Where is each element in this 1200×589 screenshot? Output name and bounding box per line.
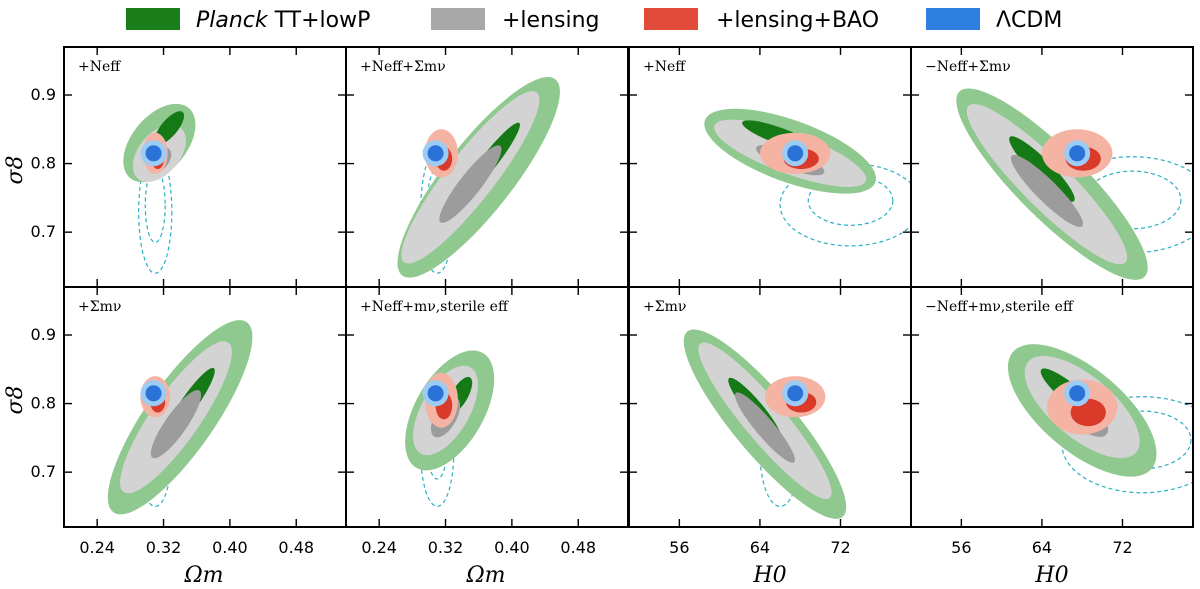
panel-annotation: −Neff+mν,sterile eff — [925, 299, 1074, 315]
panel-0-0: 0.7 0.8 0.9 +Neff — [31, 46, 347, 288]
panel-annotation: +Neff — [78, 59, 121, 75]
panel-0-3: −Neff+Σmν — [910, 46, 1194, 288]
lcdm-contour-68 — [787, 385, 804, 402]
legend-swatch-bao — [644, 8, 698, 30]
y-axis-label-bottom: σ8 — [3, 385, 28, 414]
lcdm-contour-68 — [145, 145, 162, 162]
x-tick-label: 0.24 — [361, 538, 397, 557]
legend-label-lcdm: ΛCDM — [996, 8, 1062, 33]
panel-frame — [910, 286, 1194, 528]
y-axis-label-top: σ8 — [3, 155, 28, 184]
legend-label-bao: +lensing+BAO — [716, 8, 879, 33]
x-tick-label: 72 — [830, 538, 850, 557]
panel-contours — [405, 350, 495, 508]
panel-contours — [107, 320, 253, 515]
x-tick-label: 0.40 — [212, 538, 248, 557]
lensing-contour-68 — [439, 145, 502, 223]
panel-contours — [123, 103, 196, 274]
panel-1-3: 56 64 72 −Neff+mν,sterile eff — [910, 286, 1194, 557]
panel-grid: 0.7 0.8 0.9 +Neff +Neff+Σmν +Neff −Neff+Σmν 0.7… — [31, 46, 1194, 557]
panel-annotation: +Neff+Σmν — [360, 59, 446, 75]
panel-contours — [683, 329, 847, 519]
planck-contour-68 — [1009, 136, 1075, 202]
x-tick-label: 0.24 — [79, 538, 115, 557]
panel-0-1: +Neff+Σmν — [345, 46, 629, 288]
panel-1-0: 0.7 0.8 0.9 0.24 0.32 0.40 0.48 +Σmν — [31, 286, 347, 557]
x-axis-label-col4: H0 — [1034, 563, 1068, 588]
panel-contours — [956, 88, 1193, 280]
lensing-contour-68 — [150, 389, 202, 459]
x-tick-label: 0.48 — [278, 538, 314, 557]
y-tick-label: 0.8 — [31, 154, 56, 173]
x-tick-label: 64 — [750, 538, 770, 557]
legend-swatch-planck — [126, 8, 180, 30]
x-axis-label-col3: H0 — [752, 563, 786, 588]
panel-contours — [397, 77, 560, 278]
x-tick-label: 56 — [951, 538, 971, 557]
lcdm-contour-68 — [1069, 145, 1086, 162]
legend-swatch-lcdm — [926, 8, 980, 30]
y-tick-label: 0.9 — [31, 325, 56, 344]
x-tick-label: 64 — [1032, 538, 1052, 557]
lensing-contour-68 — [734, 392, 795, 463]
panel-1-2: 56 64 72 +Σmν — [628, 286, 912, 557]
legend-label-lensing: +lensing — [502, 8, 600, 33]
y-tick-label: 0.9 — [31, 85, 56, 104]
panel-annotation: +Neff+mν,sterile eff — [360, 299, 509, 315]
x-tick-label: 72 — [1112, 538, 1132, 557]
panel-1-1: 0.24 0.32 0.40 0.48 +Neff+mν,sterile eff — [345, 286, 629, 557]
x-tick-label: 0.32 — [428, 538, 464, 557]
x-tick-label: 0.40 — [494, 538, 530, 557]
x-axis-label-col2: Ωm — [465, 563, 505, 588]
panel-contours — [704, 108, 911, 247]
lcdm-contour-68 — [787, 145, 804, 162]
panel-frame — [63, 46, 347, 288]
legend-label-planck: Planck TT+lowP — [196, 8, 370, 33]
panel-annotation: −Neff+Σmν — [925, 59, 1011, 75]
panel-annotation: +Σmν — [643, 299, 686, 315]
dashed-contour-inner — [807, 175, 894, 226]
lensing-contour-68 — [1010, 154, 1084, 228]
panel-annotation: +Σmν — [78, 299, 121, 315]
panel-contours — [1007, 344, 1193, 494]
legend: Planck TT+lowP +lensing +lensing+BAO ΛCD… — [126, 8, 1062, 33]
lcdm-contour-68 — [1069, 385, 1086, 402]
lcdm-contour-68 — [427, 385, 444, 402]
x-tick-label: 0.48 — [560, 538, 596, 557]
panel-0-2: +Neff — [628, 46, 912, 288]
x-tick-label: 0.32 — [146, 538, 182, 557]
y-tick-label: 0.7 — [31, 462, 56, 481]
x-tick-label: 56 — [669, 538, 689, 557]
panel-annotation: +Neff — [643, 59, 686, 75]
y-tick-label: 0.8 — [31, 394, 56, 413]
legend-swatch-lensing — [431, 8, 485, 30]
x-axis-label-col1: Ωm — [183, 563, 223, 588]
lcdm-contour-68 — [427, 145, 444, 162]
lcdm-contour-68 — [145, 385, 162, 402]
y-tick-label: 0.7 — [31, 222, 56, 241]
